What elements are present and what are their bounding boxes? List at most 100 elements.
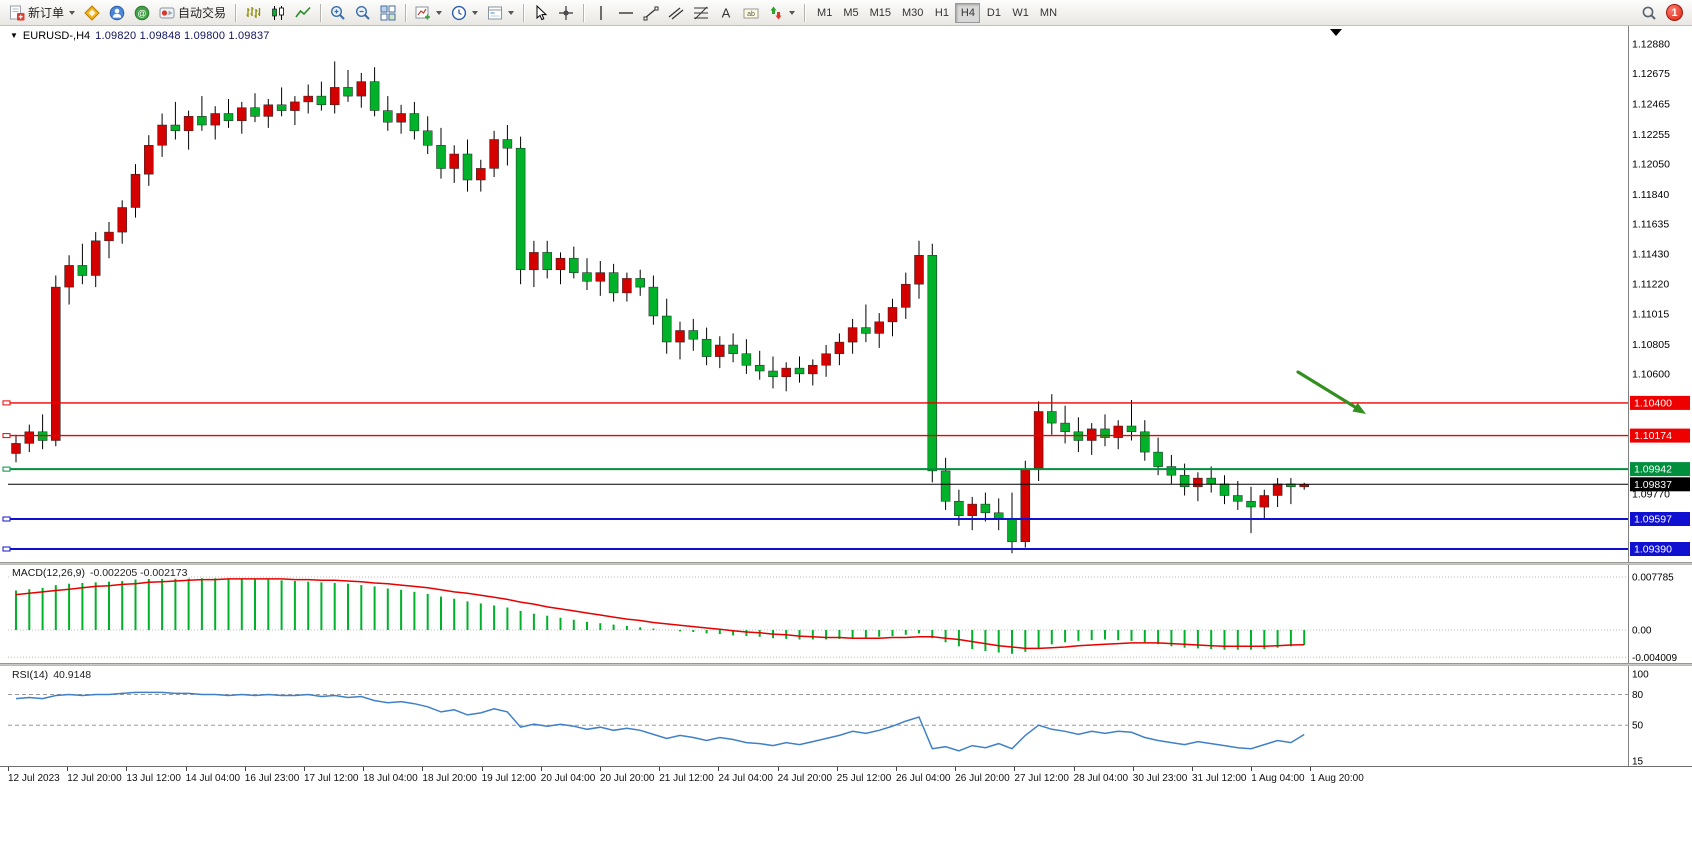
bar-chart-icon (246, 6, 261, 18)
signals-diamond-icon (84, 4, 100, 21)
time-tick (600, 767, 601, 771)
horizontal-line-icon (619, 11, 634, 14)
trendline-icon (643, 6, 659, 20)
rsi-panel[interactable]: 100 80 50 15 (0, 666, 1692, 766)
fibonacci-button[interactable] (689, 2, 713, 24)
profile-icon (109, 5, 125, 20)
market-profile-button[interactable] (105, 2, 129, 24)
channel-icon (668, 7, 684, 19)
line-chart-button[interactable] (291, 2, 315, 24)
timeframe-h1-button[interactable]: H1 (929, 3, 954, 23)
zoom-in-button[interactable] (326, 2, 350, 24)
timeframe-h4-button[interactable]: H4 (955, 2, 981, 23)
time-label: 24 Jul 04:00 (718, 773, 773, 784)
toolbar-separator (583, 3, 585, 22)
time-label: 26 Jul 20:00 (955, 773, 1010, 784)
time-label: 25 Jul 12:00 (836, 773, 892, 784)
time-tick (1310, 767, 1312, 771)
new-order-icon (10, 5, 25, 20)
svg-text:1.09942: 1.09942 (1634, 464, 1672, 476)
timeframe-mn-button[interactable]: MN (1035, 3, 1062, 23)
autotrading-button[interactable]: 自动交易 (155, 2, 230, 24)
macd-panel[interactable]: 0.007785 0.00 -0.004009 (0, 565, 1692, 663)
tile-windows-button[interactable] (376, 2, 400, 24)
time-tick (244, 767, 246, 771)
trendline-button[interactable] (639, 2, 663, 24)
time-label: 27 Jul 12:00 (1014, 773, 1069, 784)
time-label: 30 Jul 23:00 (1132, 773, 1188, 784)
svg-text:1.11220: 1.11220 (1632, 279, 1669, 291)
vertical-line-button[interactable] (589, 2, 613, 24)
svg-text:1.12255: 1.12255 (1632, 129, 1670, 141)
community-button[interactable]: @ (130, 2, 154, 24)
toolbar: 新订单 @ 自动交易 (0, 0, 1692, 26)
candlestick-chart-button[interactable] (266, 2, 290, 24)
svg-text:1.09597: 1.09597 (1634, 514, 1672, 526)
price-marker-1.09390: 1.09390 (1630, 542, 1690, 556)
price-marker-1.09597: 1.09597 (1630, 512, 1690, 526)
svg-text:1.10400: 1.10400 (1634, 397, 1672, 409)
svg-text:0.007785: 0.007785 (1632, 573, 1674, 584)
text-button[interactable]: A (714, 2, 738, 24)
symbol-text: EURUSD-,H4 (22, 30, 91, 42)
chevron-down-icon (472, 10, 479, 15)
price-chart[interactable]: 1.12880 1.12675 1.12465 1.12255 1.12050 1.118… (0, 26, 1692, 562)
zoom-out-button[interactable] (351, 2, 375, 24)
indicators-icon (415, 6, 431, 19)
timeframe-m15-button[interactable]: M15 (865, 3, 896, 23)
new-order-button[interactable]: 新订单 (5, 2, 79, 24)
zoom-in-icon (331, 5, 345, 20)
cursor-button[interactable] (529, 2, 553, 24)
time-tick (1251, 767, 1253, 771)
arrows-button[interactable] (764, 2, 799, 24)
time-label: 19 Jul 12:00 (481, 773, 537, 784)
text-label-button[interactable]: ab (739, 2, 763, 24)
panel-splitter[interactable] (0, 562, 1692, 565)
panel-splitter[interactable] (0, 663, 1692, 666)
timeframe-m1-button[interactable]: M1 (812, 3, 837, 23)
crosshair-button[interactable] (554, 2, 578, 24)
indicators-button[interactable] (411, 2, 446, 24)
chevron-down-icon (69, 10, 76, 15)
crosshair-icon (559, 5, 574, 20)
chart-shift-marker-icon[interactable] (1330, 29, 1342, 36)
timeframe-toolbar: M1 M5 M15 M30 H1 H4 D1 W1 MN (812, 2, 1062, 23)
macd-name: MACD(12,26,9) (12, 567, 85, 579)
svg-text:1.09770: 1.09770 (1632, 489, 1670, 501)
svg-text:1.11635: 1.11635 (1632, 219, 1669, 231)
search-button[interactable] (1637, 2, 1661, 24)
signals-button[interactable] (80, 2, 104, 24)
arrow-annotation[interactable] (1296, 370, 1366, 414)
time-axis[interactable]: 12 Jul 2023 12 Jul 20:00 13 Jul 12:00 14 Ju… (0, 766, 1692, 790)
time-label: 13 Jul 12:00 (126, 773, 181, 784)
candlestick-chart-icon (272, 5, 284, 20)
bar-chart-button[interactable] (241, 2, 265, 24)
templates-button[interactable] (483, 2, 518, 24)
periods-button[interactable] (447, 2, 482, 24)
time-label: 17 Jul 12:00 (304, 773, 359, 784)
timeframe-d1-button[interactable]: D1 (981, 3, 1006, 23)
svg-text:100: 100 (1632, 670, 1649, 681)
timeframe-m30-button[interactable]: M30 (897, 3, 928, 23)
rsi-name: RSI(14) (12, 669, 49, 681)
svg-text:80: 80 (1632, 690, 1644, 701)
timeframe-m5-button[interactable]: M5 (838, 3, 863, 23)
symbol-dropdown-icon[interactable]: ▼ (10, 31, 18, 40)
notification-badge[interactable]: 1 (1666, 4, 1683, 21)
time-tick (1073, 767, 1075, 771)
toolbar-separator (235, 3, 237, 22)
time-tick (8, 767, 9, 771)
time-tick (126, 767, 128, 771)
svg-text:-0.004009: -0.004009 (1632, 653, 1677, 663)
arrows-icon (770, 6, 782, 19)
rsi-value: 40.9148 (53, 669, 92, 681)
equidistant-channel-button[interactable] (664, 2, 688, 24)
timeframe-w1-button[interactable]: W1 (1007, 3, 1034, 23)
horizontal-line-button[interactable] (614, 2, 638, 24)
svg-text:0.00: 0.00 (1632, 626, 1652, 637)
time-tick (777, 767, 779, 771)
svg-text:1.10805: 1.10805 (1632, 339, 1670, 351)
price-marker-1.10174: 1.10174 (1630, 428, 1690, 443)
time-label: 14 Jul 04:00 (185, 773, 241, 784)
price-marker-1.10400: 1.10400 (1630, 395, 1690, 410)
